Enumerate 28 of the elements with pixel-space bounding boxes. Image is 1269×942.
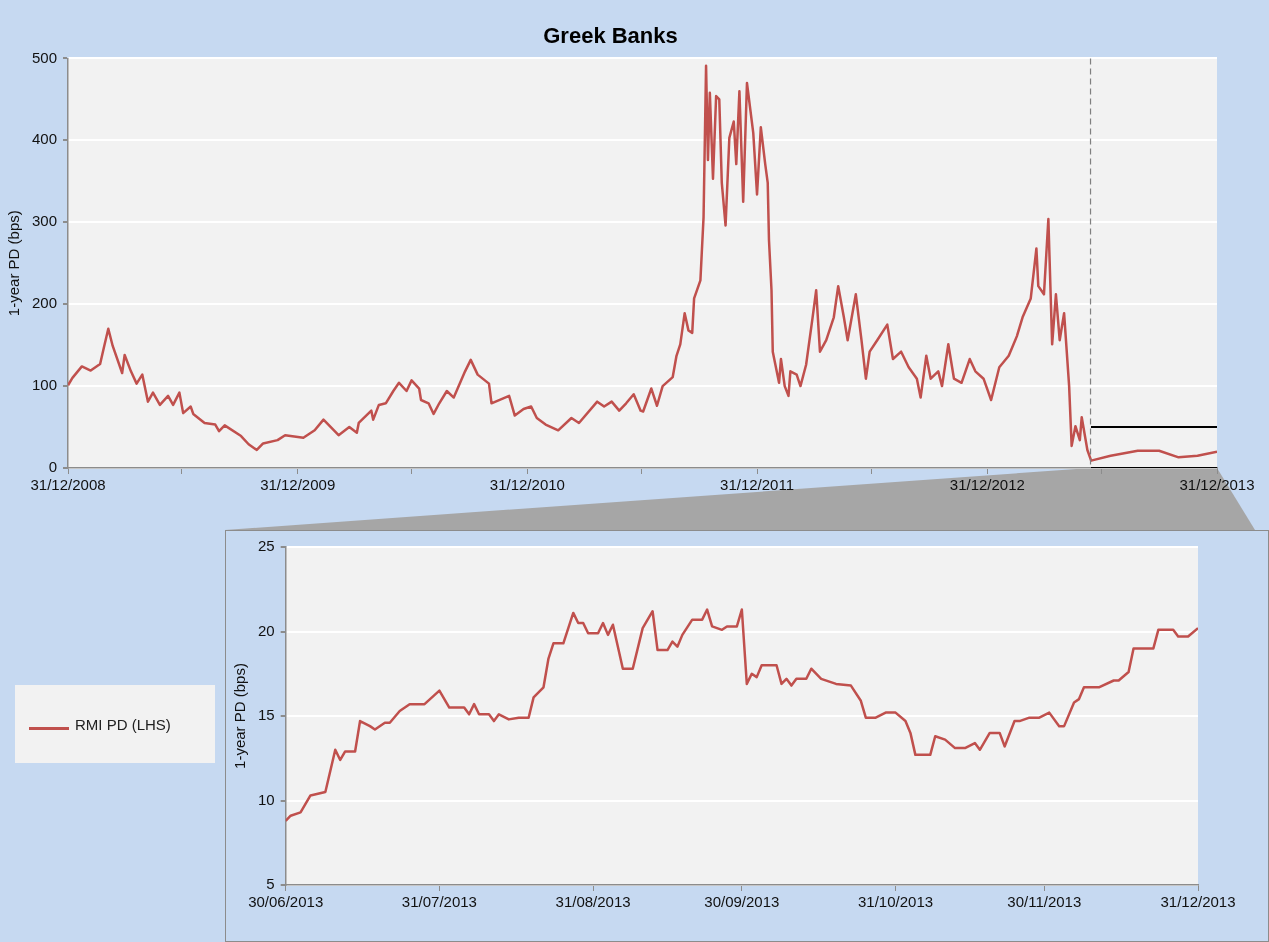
x-tick-label: 31/12/2013 bbox=[1179, 476, 1255, 494]
x-tick-label: 31/12/2011 bbox=[720, 476, 795, 494]
y-tick-label: 15 bbox=[258, 706, 275, 724]
x-tick-label: 31/12/2013 bbox=[1160, 893, 1236, 911]
y-tick-label: 400 bbox=[32, 130, 58, 148]
y-tick-label: 10 bbox=[258, 790, 275, 808]
y-tick-label: 200 bbox=[32, 294, 58, 312]
x-tick-label: 30/11/2013 bbox=[1007, 893, 1082, 911]
y-tick-label: 5 bbox=[266, 875, 275, 893]
legend-label: RMI PD (LHS) bbox=[75, 715, 171, 733]
x-tick-label: 31/12/2012 bbox=[949, 476, 1025, 494]
y-axis-title: 1-year PD (bps) bbox=[231, 663, 249, 769]
y-axis-title: 1-year PD (bps) bbox=[5, 210, 23, 317]
y-tick-label: 100 bbox=[32, 376, 58, 394]
x-tick-label: 31/12/2010 bbox=[489, 476, 565, 494]
x-tick-label: 31/10/2013 bbox=[858, 893, 934, 911]
y-tick-label: 20 bbox=[258, 621, 275, 639]
x-tick-label: 30/09/2013 bbox=[704, 893, 780, 911]
x-tick-label: 31/07/2013 bbox=[401, 893, 477, 911]
x-tick-label: 31/12/2009 bbox=[260, 476, 336, 494]
y-tick-label: 25 bbox=[258, 537, 275, 555]
y-tick-label: 500 bbox=[32, 48, 58, 66]
x-tick-label: 30/06/2013 bbox=[248, 893, 324, 911]
chart-title: Greek Banks bbox=[543, 23, 678, 49]
y-tick-label: 300 bbox=[32, 212, 58, 230]
x-tick-label: 31/08/2013 bbox=[555, 893, 631, 911]
x-tick-label: 31/12/2008 bbox=[30, 476, 106, 494]
y-tick-label: 0 bbox=[48, 458, 58, 476]
